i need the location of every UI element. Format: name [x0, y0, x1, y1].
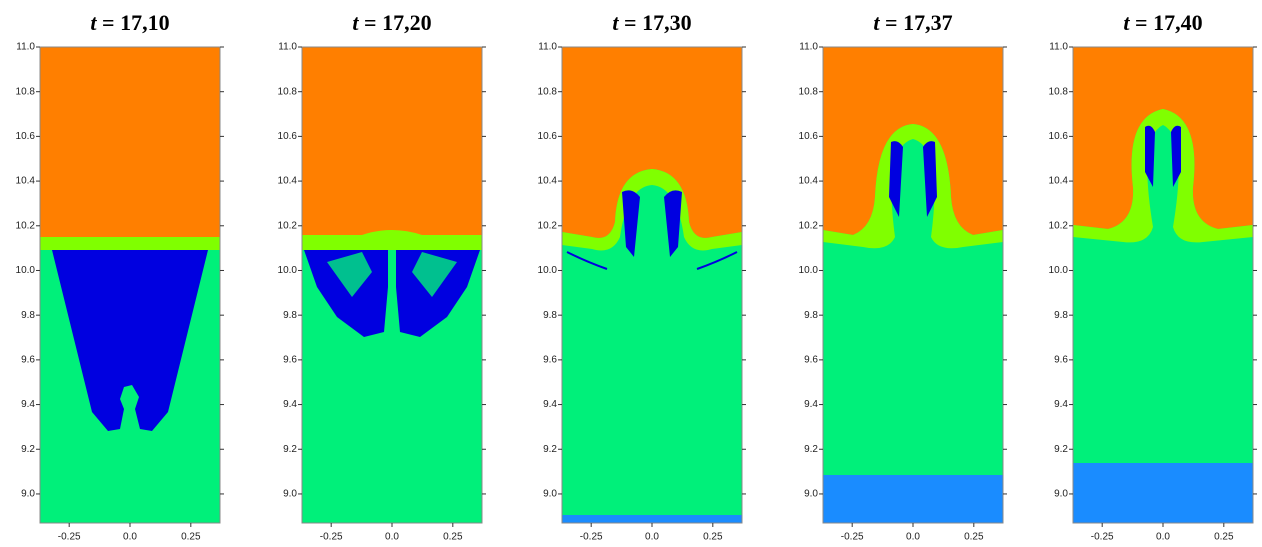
- y-tick-label: 10.2: [16, 220, 36, 231]
- y-tick-label: 10.8: [538, 86, 558, 97]
- x-tick-label: 0.25: [443, 532, 463, 543]
- y-tick-label: 10.0: [538, 265, 558, 276]
- title-variable: t: [352, 10, 359, 35]
- y-tick-label: 10.8: [16, 86, 36, 97]
- y-tick-label: 10.4: [538, 176, 558, 187]
- y-tick-label: 9.2: [283, 444, 297, 455]
- x-tick-label: -0.25: [841, 532, 864, 543]
- y-tick-label: 10.6: [799, 131, 819, 142]
- title-variable: t: [873, 10, 880, 35]
- x-tick-label: -0.25: [58, 532, 81, 543]
- title-value: = 17,30: [624, 10, 692, 35]
- title-value: = 17,40: [1135, 10, 1203, 35]
- panel-title: t = 17,30: [612, 10, 691, 35]
- x-tick-label: 0.0: [1156, 532, 1170, 543]
- field-image: [823, 47, 1003, 523]
- y-tick-label: 10.0: [1049, 265, 1069, 276]
- y-tick-label: 10.0: [799, 265, 819, 276]
- y-tick-label: 11.0: [278, 42, 297, 53]
- y-tick-label: 10.4: [16, 176, 36, 187]
- y-tick-label: 10.6: [1049, 131, 1069, 142]
- panel-title: t = 17,20: [352, 10, 431, 35]
- x-tick-label: 0.25: [964, 532, 984, 543]
- y-tick-label: 9.6: [21, 355, 35, 366]
- y-tick-label: 10.2: [538, 220, 558, 231]
- y-tick-label: 10.0: [16, 265, 36, 276]
- panel-title: t = 17,40: [1123, 10, 1202, 35]
- y-tick-label: 10.0: [278, 265, 298, 276]
- field-image: [562, 47, 742, 523]
- y-tick-label: 9.6: [1054, 355, 1068, 366]
- y-tick-label: 9.0: [21, 489, 35, 500]
- y-tick-label: 10.8: [278, 86, 298, 97]
- y-tick-label: 11.0: [1049, 42, 1068, 53]
- y-tick-label: 11.0: [799, 42, 818, 53]
- y-tick-label: 9.0: [804, 489, 818, 500]
- y-tick-label: 9.6: [543, 355, 557, 366]
- title-value: = 17,10: [102, 10, 170, 35]
- y-tick-label: 9.2: [543, 444, 557, 455]
- title-variable: t: [612, 10, 619, 35]
- y-tick-label: 11.0: [16, 42, 35, 53]
- y-tick-label: 10.6: [538, 131, 558, 142]
- y-tick-label: 9.2: [1054, 444, 1068, 455]
- y-tick-label: 10.2: [1049, 220, 1069, 231]
- panel-title: t = 17,37: [873, 10, 952, 35]
- y-tick-label: 9.6: [283, 355, 297, 366]
- field-image: [302, 47, 482, 523]
- x-tick-label: 0.0: [906, 532, 920, 543]
- x-tick-label: -0.25: [580, 532, 603, 543]
- y-tick-label: 9.8: [21, 310, 35, 321]
- x-tick-label: 0.0: [645, 532, 659, 543]
- y-tick-label: 9.4: [283, 399, 297, 410]
- x-tick-label: 0.25: [1214, 532, 1234, 543]
- y-tick-label: 9.4: [21, 399, 35, 410]
- y-tick-label: 9.4: [543, 399, 557, 410]
- x-tick-label: 0.25: [703, 532, 723, 543]
- y-tick-label: 10.6: [278, 131, 298, 142]
- panel-title: t = 17,10: [90, 10, 169, 35]
- x-tick-label: -0.25: [1091, 532, 1114, 543]
- y-tick-label: 10.4: [1049, 176, 1069, 187]
- y-tick-label: 9.8: [543, 310, 557, 321]
- y-tick-label: 10.4: [278, 176, 298, 187]
- y-tick-label: 9.0: [543, 489, 557, 500]
- y-tick-label: 10.4: [799, 176, 819, 187]
- x-tick-label: 0.0: [123, 532, 137, 543]
- title-value: = 17,20: [364, 10, 432, 35]
- y-tick-label: 9.2: [804, 444, 818, 455]
- field-image: [40, 47, 220, 523]
- y-tick-label: 9.4: [1054, 399, 1068, 410]
- y-tick-label: 9.8: [1054, 310, 1068, 321]
- y-tick-label: 9.8: [804, 310, 818, 321]
- y-tick-label: 10.8: [1049, 86, 1069, 97]
- x-tick-label: 0.0: [385, 532, 399, 543]
- y-tick-label: 10.8: [799, 86, 819, 97]
- y-tick-label: 9.6: [804, 355, 818, 366]
- y-tick-label: 9.0: [283, 489, 297, 500]
- y-tick-label: 11.0: [538, 42, 557, 53]
- title-variable: t: [90, 10, 97, 35]
- x-tick-label: -0.25: [320, 532, 343, 543]
- x-tick-label: 0.25: [181, 532, 201, 543]
- y-tick-label: 9.2: [21, 444, 35, 455]
- title-value: = 17,37: [885, 10, 953, 35]
- y-tick-label: 9.0: [1054, 489, 1068, 500]
- y-tick-label: 10.2: [799, 220, 819, 231]
- field-image: [1073, 47, 1253, 523]
- y-tick-label: 10.2: [278, 220, 298, 231]
- y-tick-label: 9.4: [804, 399, 818, 410]
- y-tick-label: 10.6: [16, 131, 36, 142]
- title-variable: t: [1123, 10, 1130, 35]
- y-tick-label: 9.8: [283, 310, 297, 321]
